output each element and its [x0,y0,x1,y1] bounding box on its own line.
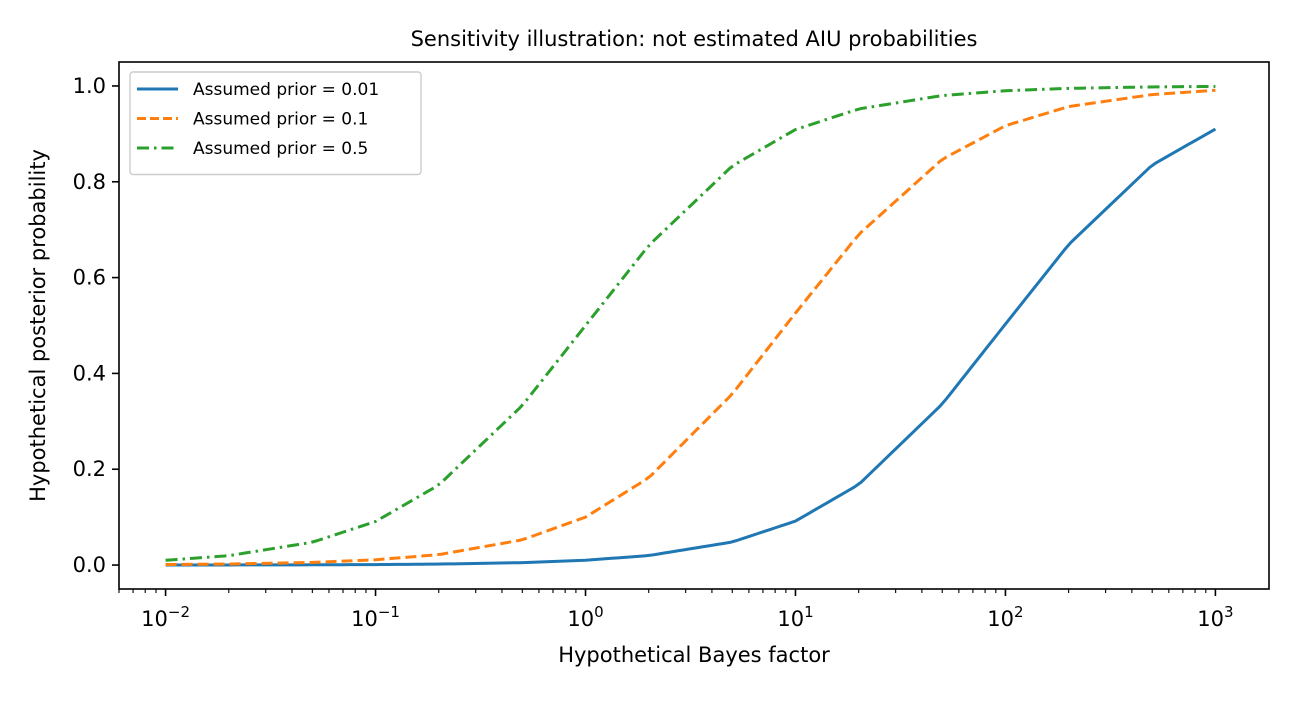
series-line-3 [165,84,1216,562]
y-tick-label: 0.2 [73,457,106,481]
x-axis: 10−2 10−1 100 101 102 103 [118,589,1234,631]
x-tick-label: 10−1 [351,603,400,631]
y-tick-label: 0.0 [73,553,106,577]
plot-area [165,84,1217,567]
legend-label-3: Assumed prior = 0.5 [193,139,368,159]
y-tick-label: 0.6 [73,266,106,290]
x-tick-label: 100 [567,603,603,631]
legend-label-2: Assumed prior = 0.1 [193,110,368,130]
x-axis-label: Hypothetical Bayes factor [558,643,830,667]
x-tick-label: 102 [987,603,1023,631]
chart-title: Sensitivity illustration: not estimated … [411,27,978,51]
legend-label-1: Assumed prior = 0.01 [193,80,379,100]
series-line-1 [165,127,1217,567]
x-tick-label: 103 [1197,603,1233,631]
x-tick-label: 101 [777,603,813,631]
legend-box [129,71,422,176]
plot-frame [118,61,1270,590]
y-tick-label: 0.4 [73,361,106,385]
series-line-2 [165,88,1216,567]
y-axis: 0.0 0.2 0.4 0.6 0.8 1.0 [73,74,119,577]
y-tick-label: 0.8 [73,170,106,194]
x-tick-label: 10−2 [141,603,190,631]
y-tick-label: 1.0 [73,74,106,98]
y-axis-label: Hypothetical posterior probability [26,149,50,502]
legend: Assumed prior = 0.01 Assumed prior = 0.1 A… [129,71,422,176]
